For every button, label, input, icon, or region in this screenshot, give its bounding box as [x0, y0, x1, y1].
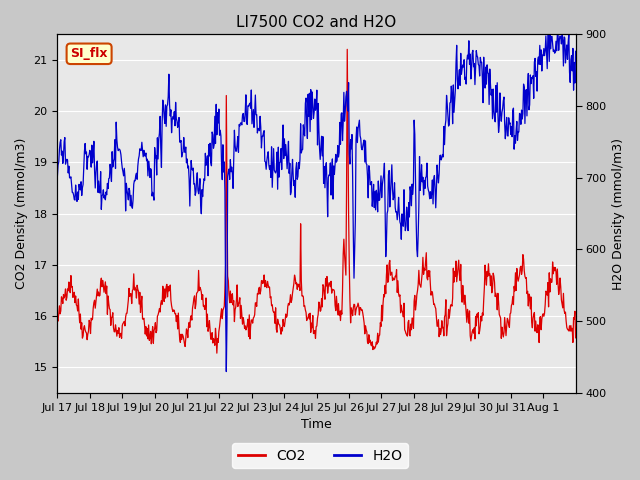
Legend: CO2, H2O: CO2, H2O — [232, 443, 408, 468]
Y-axis label: CO2 Density (mmol/m3): CO2 Density (mmol/m3) — [15, 138, 28, 289]
Y-axis label: H2O Density (mmol/m3): H2O Density (mmol/m3) — [612, 138, 625, 289]
Title: LI7500 CO2 and H2O: LI7500 CO2 and H2O — [236, 15, 397, 30]
X-axis label: Time: Time — [301, 419, 332, 432]
Text: SI_flx: SI_flx — [70, 48, 108, 60]
